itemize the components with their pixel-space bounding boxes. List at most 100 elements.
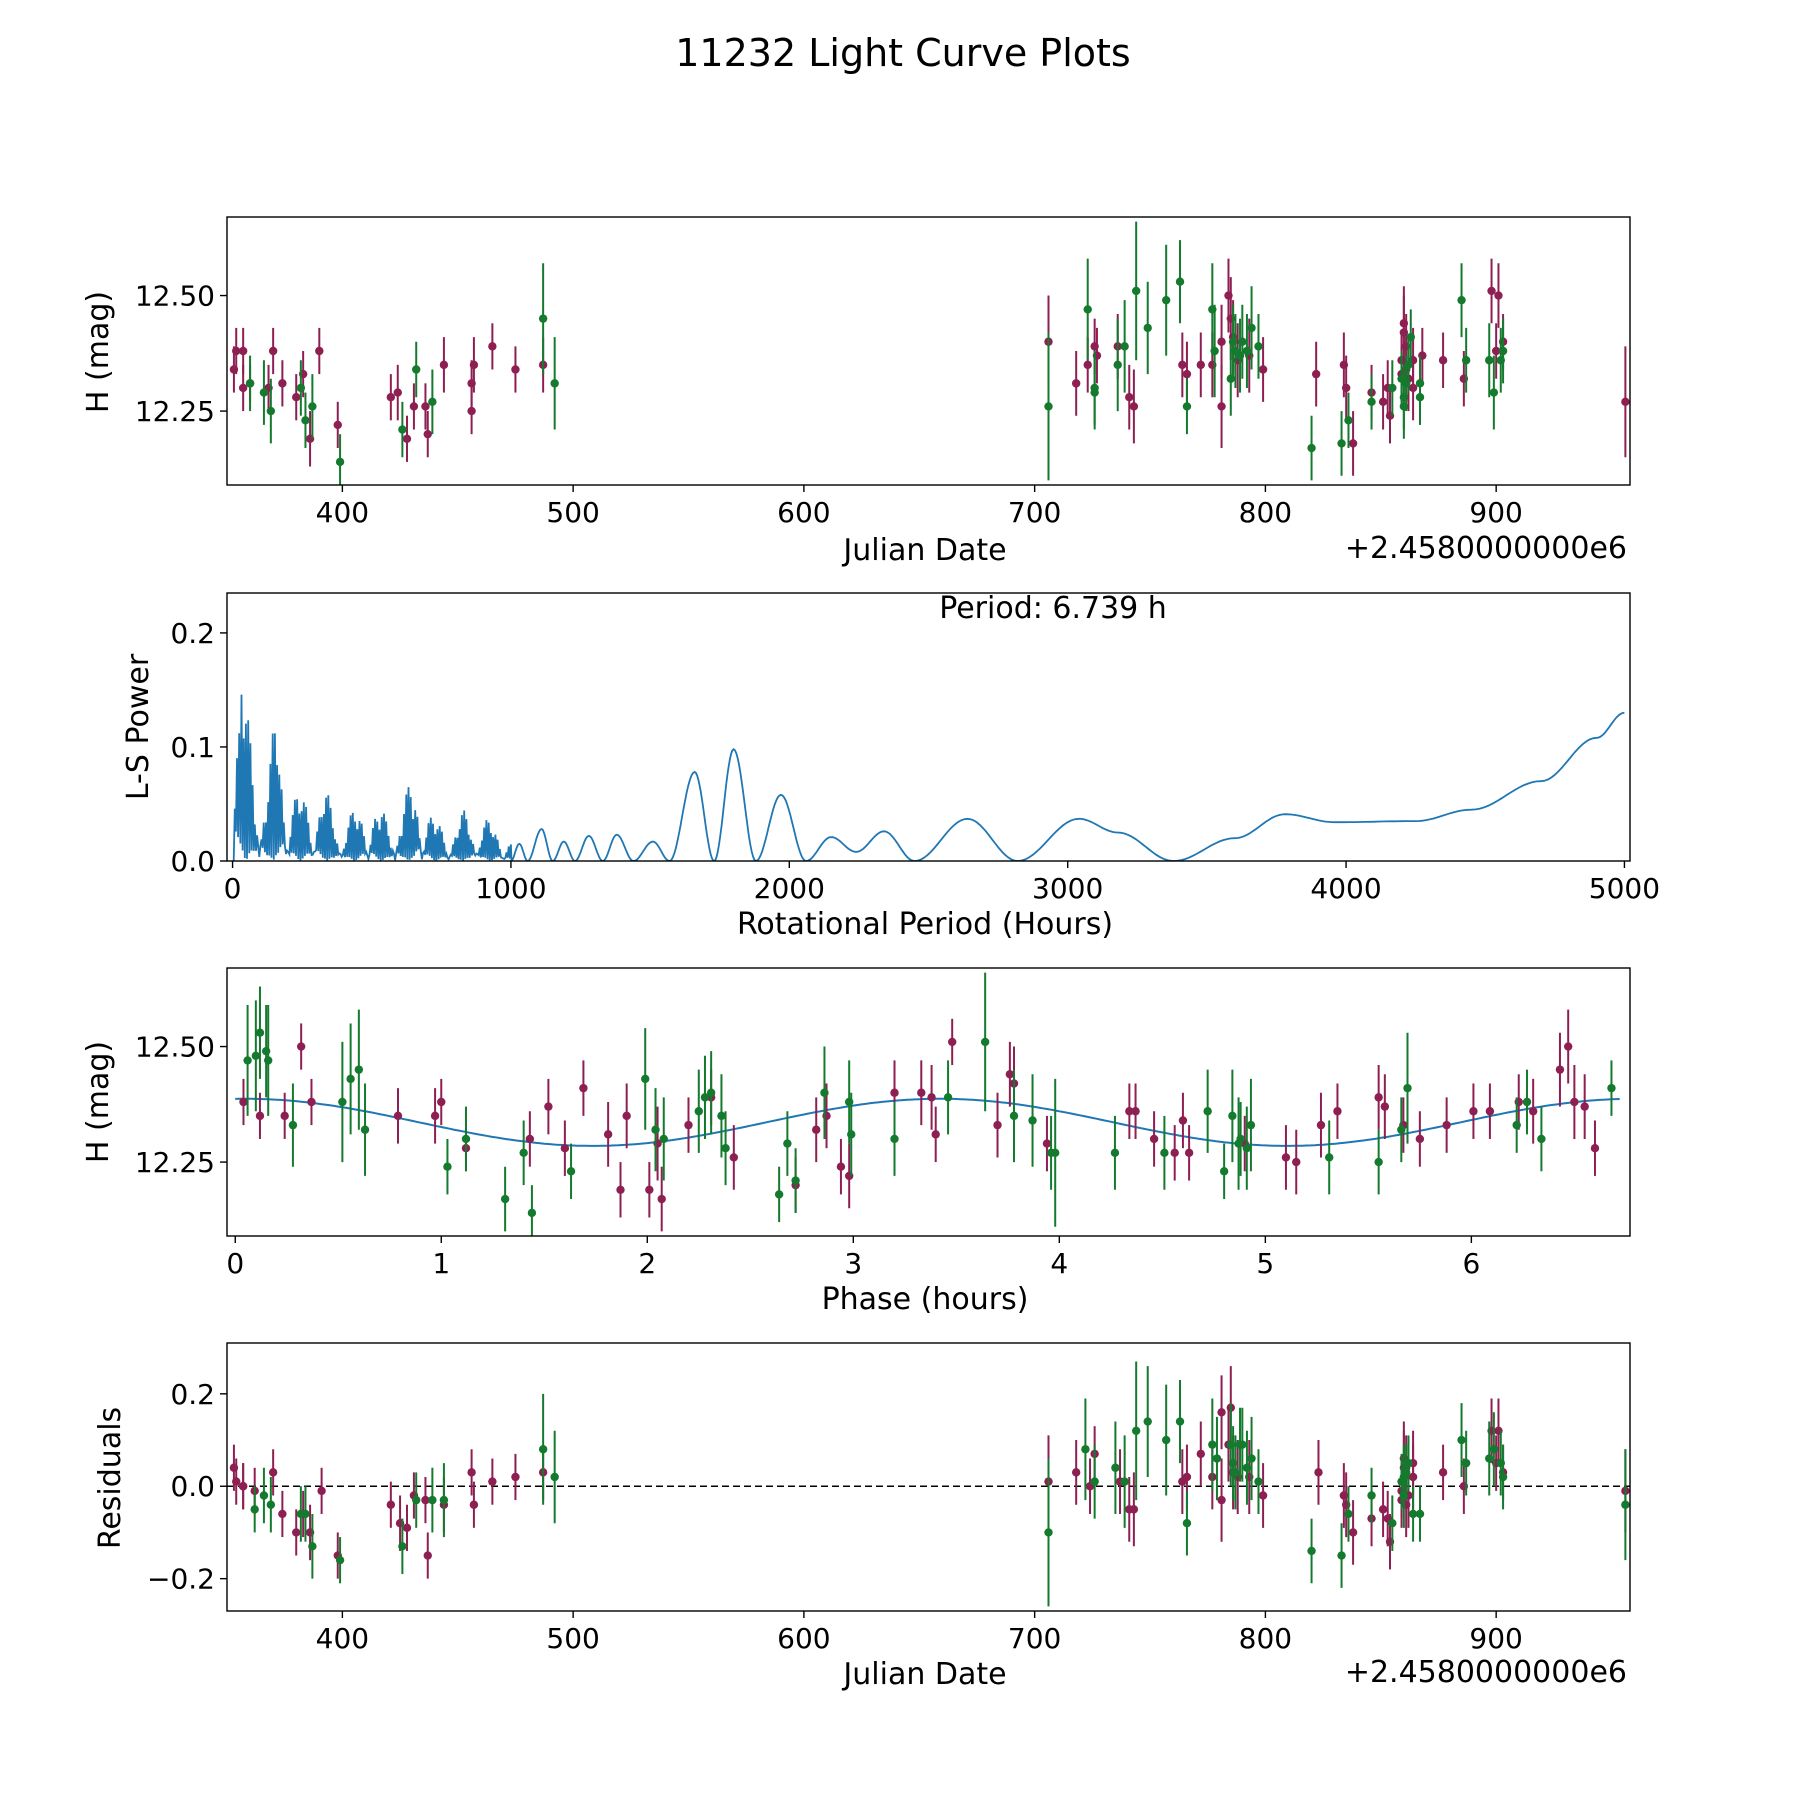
data-point bbox=[308, 402, 317, 411]
data-point bbox=[1236, 1134, 1245, 1144]
data-point bbox=[288, 1120, 298, 1130]
data-point bbox=[1246, 1120, 1256, 1130]
data-point bbox=[1292, 1157, 1301, 1167]
data-point bbox=[511, 1472, 520, 1482]
data-point bbox=[1570, 1097, 1579, 1107]
data-point bbox=[1485, 356, 1494, 365]
data-point bbox=[268, 346, 278, 356]
data-point bbox=[398, 425, 407, 434]
data-point bbox=[1415, 393, 1425, 402]
data-point bbox=[1498, 346, 1508, 356]
data-point bbox=[550, 379, 559, 388]
y-tick-label: 12.50 bbox=[135, 280, 215, 313]
data-point bbox=[1563, 1042, 1573, 1051]
lightcurve-plot-area bbox=[229, 221, 1630, 485]
data-point bbox=[259, 1491, 269, 1500]
data-point bbox=[393, 1111, 403, 1121]
data-point bbox=[1131, 286, 1141, 296]
data-point bbox=[268, 1468, 278, 1477]
data-point bbox=[245, 379, 255, 388]
data-point bbox=[1314, 1468, 1323, 1477]
data-point bbox=[1131, 1107, 1140, 1116]
data-point bbox=[1182, 1519, 1192, 1528]
data-point bbox=[1367, 397, 1376, 407]
data-point bbox=[1307, 1546, 1316, 1556]
data-point bbox=[1009, 1111, 1019, 1121]
data-point bbox=[1388, 1519, 1397, 1528]
y-tick-label: −0.2 bbox=[147, 1563, 215, 1596]
data-point bbox=[1217, 337, 1226, 346]
data-point bbox=[1044, 402, 1053, 411]
x-tick-label: 700 bbox=[1008, 1622, 1061, 1655]
y-tick-label: 0.2 bbox=[170, 1378, 215, 1411]
data-point bbox=[1406, 332, 1415, 342]
data-point bbox=[423, 1551, 432, 1560]
data-point bbox=[1348, 439, 1358, 448]
x-tick-label: 1000 bbox=[475, 872, 546, 905]
data-point bbox=[1071, 1468, 1081, 1477]
periodogram-plot-area bbox=[232, 694, 1625, 861]
residuals-ylabel: Residuals bbox=[93, 1407, 128, 1549]
x-tick-label: 6 bbox=[1462, 1247, 1480, 1280]
y-tick-label: 12.50 bbox=[135, 1031, 215, 1064]
data-point bbox=[1161, 1435, 1171, 1445]
data-point bbox=[1210, 346, 1219, 356]
data-point bbox=[538, 314, 548, 323]
data-point bbox=[1143, 1417, 1152, 1426]
data-point bbox=[409, 402, 419, 411]
data-point bbox=[296, 383, 306, 393]
lightcurve-offset-label: +2.4580000000e6 bbox=[1345, 531, 1627, 566]
data-point bbox=[412, 365, 421, 374]
data-point bbox=[1131, 1426, 1141, 1435]
data-point bbox=[917, 1088, 926, 1097]
data-point bbox=[461, 1134, 471, 1144]
residuals-plot-area bbox=[227, 1361, 1630, 1607]
data-point bbox=[1143, 323, 1152, 333]
data-point bbox=[1461, 1458, 1471, 1468]
data-point bbox=[1590, 1144, 1600, 1153]
data-point bbox=[1491, 346, 1501, 356]
data-point bbox=[527, 1208, 537, 1218]
data-point bbox=[1348, 1528, 1358, 1537]
data-point bbox=[657, 1194, 666, 1204]
data-point bbox=[301, 1509, 310, 1519]
data-point bbox=[335, 457, 345, 467]
data-point bbox=[1485, 1454, 1494, 1463]
data-point bbox=[1522, 1097, 1532, 1107]
data-point bbox=[1408, 383, 1418, 393]
data-point bbox=[579, 1083, 588, 1093]
data-point bbox=[1161, 295, 1171, 305]
x-tick-label: 600 bbox=[777, 1622, 830, 1655]
data-point bbox=[1042, 1139, 1052, 1148]
data-point bbox=[1110, 1148, 1120, 1158]
data-point bbox=[729, 1153, 739, 1162]
data-point bbox=[1487, 286, 1496, 296]
data-point bbox=[360, 1125, 370, 1134]
data-point bbox=[398, 1542, 407, 1551]
data-point bbox=[1457, 1435, 1466, 1445]
residuals-series-band_b bbox=[250, 1361, 1630, 1607]
data-point bbox=[1337, 439, 1346, 448]
figure-title: 11232 Light Curve Plots bbox=[675, 31, 1130, 75]
panel-lightcurve: H (mag) Julian Date +2.4580000000e6 400 5… bbox=[81, 216, 1631, 568]
data-point bbox=[1621, 1500, 1630, 1509]
data-point bbox=[1388, 383, 1397, 393]
data-point bbox=[1044, 1528, 1053, 1537]
data-point bbox=[717, 1111, 726, 1121]
data-point bbox=[243, 1056, 252, 1065]
x-tick-label: 400 bbox=[316, 496, 369, 529]
data-point bbox=[1081, 1445, 1090, 1454]
data-point bbox=[1258, 365, 1268, 374]
data-point bbox=[791, 1176, 800, 1185]
data-point bbox=[333, 420, 342, 430]
data-point bbox=[1380, 1102, 1390, 1111]
periodogram-axes-frame bbox=[226, 592, 1631, 862]
data-point bbox=[1083, 360, 1092, 370]
panel-periodogram: L-S Power Rotational Period (Hours) Peri… bbox=[121, 591, 1660, 942]
x-tick-label: 0 bbox=[226, 1247, 244, 1280]
data-point bbox=[428, 1495, 437, 1505]
data-point bbox=[1555, 1065, 1565, 1074]
data-point bbox=[820, 1088, 829, 1097]
data-point bbox=[1378, 397, 1388, 407]
data-point bbox=[544, 1102, 553, 1111]
